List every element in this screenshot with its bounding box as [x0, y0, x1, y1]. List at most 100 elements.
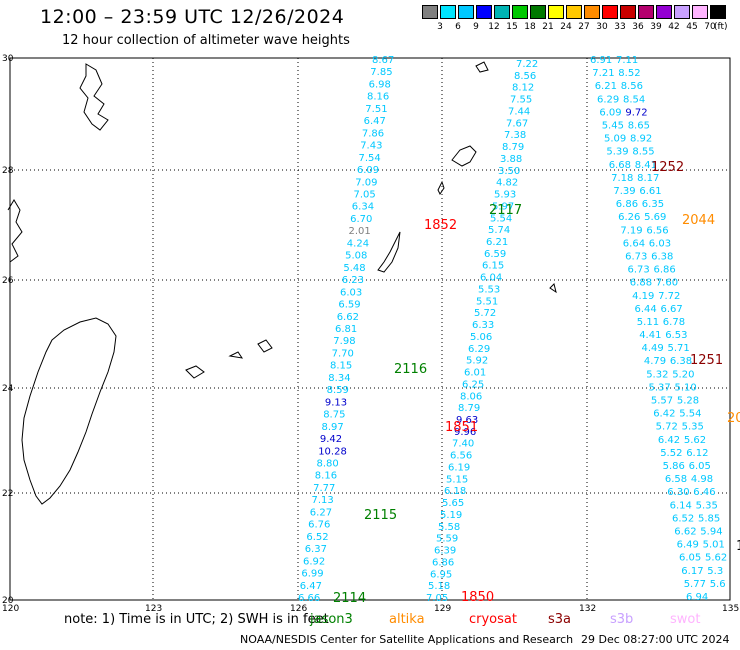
satellite-legend-item: swot: [670, 612, 701, 627]
wave-height-value: 8.65: [628, 121, 650, 132]
wave-height-value: 5.37: [649, 382, 671, 393]
wave-height-value: 3.50: [498, 166, 520, 177]
lat-label: 22: [2, 489, 13, 499]
wave-height-value: 6.62: [674, 527, 696, 538]
pass-time-label: 2116: [394, 362, 427, 377]
wave-height-value: 6.33: [472, 320, 494, 331]
wave-height-value: 8.17: [637, 173, 659, 184]
wave-height-value: 6.46: [693, 487, 715, 498]
pass-time-label: 20: [727, 411, 740, 426]
satellite-legend-item: altika: [389, 612, 425, 627]
wave-height-value: 6.29: [468, 344, 490, 355]
pass-time-label: 1852: [424, 218, 457, 233]
wave-height-value: 6.29: [597, 94, 619, 105]
wave-height-value: 7.44: [508, 107, 530, 118]
scale-swatch: [422, 5, 438, 19]
scale-swatch: [674, 5, 690, 19]
wave-height-value: 8.41: [635, 160, 657, 171]
altimeter-track-a: 8.677.856.988.167.516.477.867.437.546.09…: [298, 55, 394, 604]
wave-height-value: 6.27: [310, 507, 332, 518]
wave-height-value: 5.39: [606, 147, 628, 158]
wave-height-value: 6.68: [609, 160, 631, 171]
wave-height-value: 4.19: [632, 291, 654, 302]
altimeter-track-c: 6.91 7.117.21 8.526.21 8.566.29 8.546.09 9.72…: [590, 55, 727, 603]
scale-swatch: [458, 5, 474, 19]
scale-label: 9: [473, 22, 479, 32]
wave-height-value: 5.97: [492, 201, 514, 212]
pass-time-label: 1252: [651, 160, 684, 175]
wave-height-value: 6.03: [649, 238, 671, 249]
wave-height-value: 8.80: [317, 459, 339, 470]
wave-height-value: 6.12: [686, 448, 708, 459]
lon-label: 120: [2, 604, 19, 614]
wave-height-value: 7.38: [504, 130, 526, 141]
wave-height-value: 8.67: [372, 55, 394, 66]
lat-label: 28: [2, 166, 14, 176]
wave-height-value: 7.43: [360, 141, 382, 152]
wave-height-value: 6.37: [305, 544, 327, 555]
wave-height-value: 6.56: [646, 225, 668, 236]
wave-height-value: 6.35: [642, 199, 664, 210]
pass-time-labels: 1852 2117 1252 2044 2116 1251 1851 2115 2114 1850…: [333, 160, 740, 606]
wave-height-value: 6.49: [677, 540, 699, 551]
lat-label: 30: [2, 54, 14, 64]
wave-height-value: 5.11: [637, 317, 659, 328]
wave-height-value: 6.56: [450, 451, 472, 462]
wave-height-value: 6.98: [369, 80, 391, 91]
credit-line: NOAA/NESDIS Center for Satellite Applica…: [240, 633, 574, 646]
wave-height-value: 6.17: [681, 566, 703, 577]
wave-height-value: 6.64: [623, 238, 645, 249]
wave-height-value: 8.92: [630, 134, 652, 145]
pass-time-label: 2044: [682, 213, 715, 228]
wave-height-value: 9.42: [320, 434, 342, 445]
wave-height-value: 5.48: [343, 263, 365, 274]
wave-height-value: 4.41: [639, 330, 661, 341]
yaeyama-island: [185, 365, 205, 379]
wave-height-value: 7.09: [355, 177, 377, 188]
wave-height-value: 6.86: [654, 265, 676, 276]
wave-height-value: 6.81: [335, 324, 357, 335]
scale-label: 6: [455, 22, 461, 32]
lon-label: 123: [145, 604, 162, 614]
wave-height-value: 5.20: [672, 369, 694, 380]
wave-height-value: 8.59: [327, 385, 349, 396]
wave-height-value: 6.66: [298, 593, 320, 604]
scale-label: 33: [614, 22, 626, 32]
wave-height-value: 5.51: [476, 296, 498, 307]
wave-height-value: 7.55: [510, 95, 532, 106]
wave-height-value: 6.05: [679, 553, 701, 564]
wave-height-value: 5.19: [440, 510, 462, 521]
wave-height-value: 5.53: [478, 285, 500, 296]
wave-height-value: 6.19: [448, 463, 470, 474]
wave-height-value: 9.72: [625, 107, 647, 118]
wave-height-value: 5.77: [684, 579, 706, 590]
lon-label: 135: [722, 604, 739, 614]
wave-height-value: 5.35: [682, 422, 704, 433]
wave-height-value: 6.47: [300, 581, 322, 592]
wave-height-value: 5.01: [703, 540, 725, 551]
wave-height-value: 6.42: [653, 409, 675, 420]
scale-swatch: [548, 5, 564, 19]
wave-height-value: 6.38: [670, 356, 692, 367]
wave-height-value: 8.12: [512, 83, 534, 94]
wave-height-value: 6.78: [663, 317, 685, 328]
wave-height-value: 6.21: [595, 81, 617, 92]
wave-height-value: 6.39: [434, 546, 456, 557]
wave-height-value: 8.16: [315, 471, 337, 482]
wave-height-value: 6.30: [667, 487, 689, 498]
scale-swatch: [620, 5, 636, 19]
lon-label: 126: [290, 604, 307, 614]
wave-height-value: 5.52: [660, 448, 682, 459]
wave-height-value: 8.79: [458, 403, 480, 414]
scale-swatch: [692, 5, 708, 19]
lat-label: 20: [2, 596, 14, 606]
lat-label: 24: [2, 384, 14, 394]
scale-label: 15: [506, 22, 518, 32]
scale-label: 70: [704, 22, 716, 32]
scale-label: 39: [650, 22, 662, 32]
wave-height-value: 7.39: [613, 186, 635, 197]
wave-height-value: 7.19: [620, 225, 642, 236]
wave-height-value: 6.61: [639, 186, 661, 197]
wave-height-value: 6.34: [352, 202, 374, 213]
